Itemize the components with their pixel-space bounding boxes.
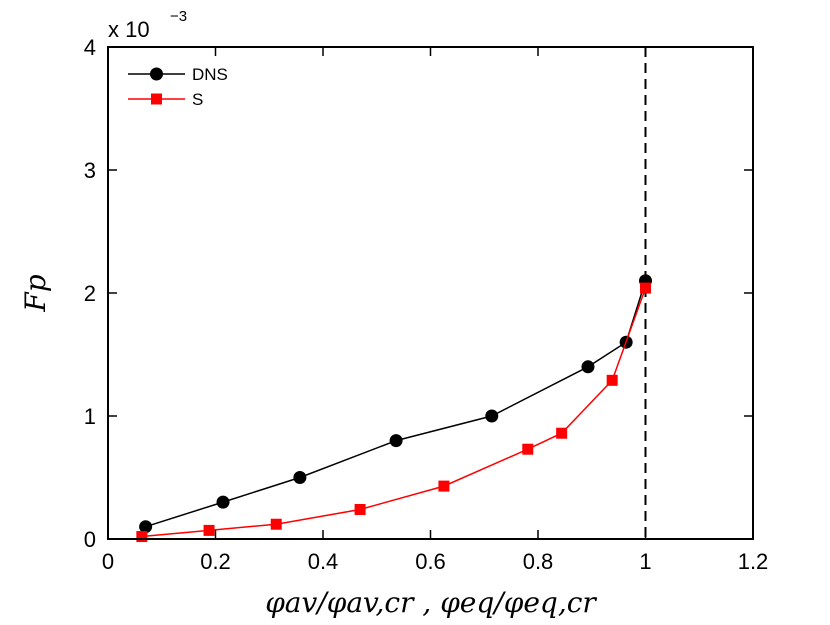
series-line-dns [145,280,647,528]
y-tick-label: 1 [84,404,96,429]
y-axis-multiplier-exponent: −3 [170,8,187,25]
legend-marker [151,93,162,105]
y-tick-label: 0 [84,527,96,552]
data-point-s [354,503,366,515]
data-point-s [438,480,450,492]
data-point-s [203,524,215,536]
data-point-dns [216,495,230,509]
x-tick-label: 1 [639,549,651,574]
y-axis-multiplier-label: x 10 [108,17,150,42]
data-point-dns [389,434,403,448]
data-point-s [640,282,651,294]
y-axis-multiplier: x 10 −3 [108,8,187,42]
legend-label: S [192,90,203,109]
data-point-s [606,374,618,386]
data-point-dns [581,360,595,374]
x-tick-label: 1.2 [738,549,769,574]
x-tick-label: 0.4 [308,549,339,574]
x-tick-label: 0 [102,549,114,574]
data-point-dns [139,520,153,534]
tick-labels: 0 0.2 0.4 0.6 0.8 1 1.2 0 1 2 3 4 [84,35,769,574]
x-axis-label: φav/φav,cr , φeq/φeq,cr [265,586,597,619]
axis-ticks [107,46,754,540]
y-axis-label: Fp [19,274,52,312]
data-point-s [136,531,148,543]
legend-marker [150,67,163,81]
plot-frame [107,46,754,540]
x-tick-label: 0.8 [523,549,554,574]
x-tick-label: 0.2 [200,549,231,574]
series-group [136,274,652,543]
data-point-dns [293,471,307,484]
y-tick-label: 3 [84,158,96,183]
data-point-dns [485,409,499,423]
data-point-s [522,443,534,455]
x-tick-label: 0.6 [415,549,446,574]
legend: DNS S [128,65,228,109]
y-tick-label: 2 [84,281,96,306]
legend-label: DNS [192,65,228,84]
data-point-s [556,427,568,439]
y-tick-label: 4 [84,35,96,60]
data-point-s [270,518,282,530]
